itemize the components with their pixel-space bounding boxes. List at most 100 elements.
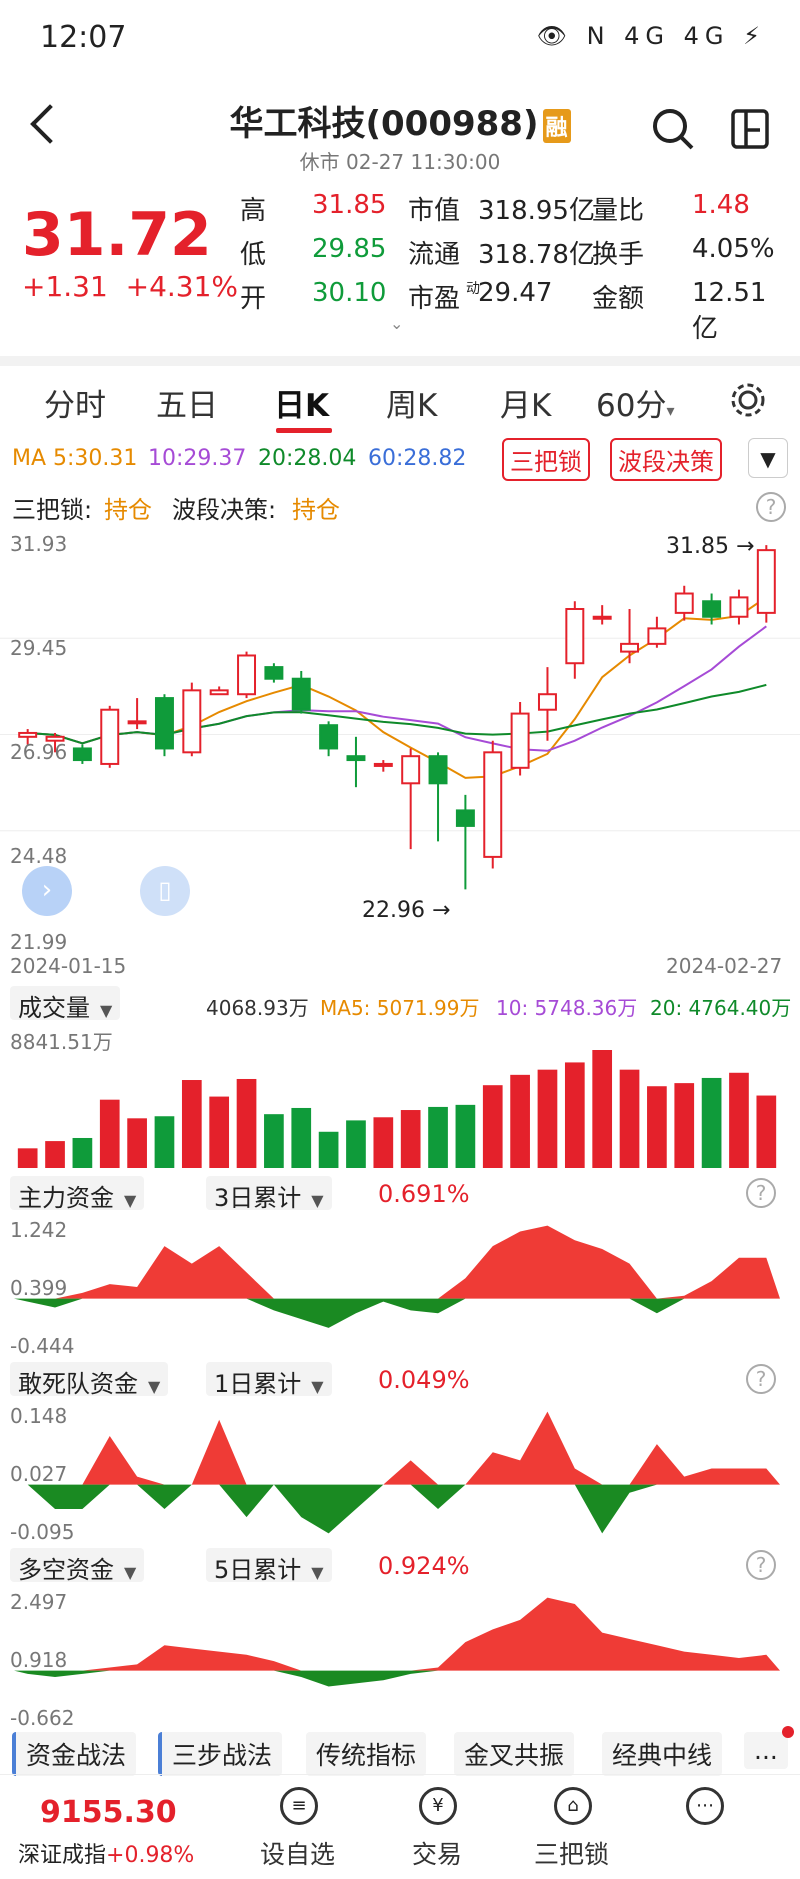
candle-body bbox=[674, 592, 694, 614]
volume-value: 4068.93万 bbox=[206, 996, 309, 1020]
quote-row: 高 31.85 市值 318.95亿 量比 1.48 bbox=[240, 190, 780, 234]
more-icon[interactable]: ⋯ bbox=[686, 1787, 724, 1825]
p1-range-selector[interactable]: 3日累计 ▼ bbox=[206, 1176, 332, 1212]
candle-body bbox=[237, 654, 257, 696]
volume-bar bbox=[619, 1069, 640, 1168]
volume-selector[interactable]: 成交量 ▼ bbox=[10, 986, 121, 1022]
p2-selector[interactable]: 敢死队资金 ▼ bbox=[10, 1362, 169, 1398]
notification-dot bbox=[782, 1726, 794, 1738]
p3-chart[interactable] bbox=[0, 1586, 800, 1732]
search-icon[interactable] bbox=[650, 106, 696, 152]
quote-l2: 市盈 bbox=[408, 284, 461, 314]
volume-bar bbox=[482, 1085, 503, 1168]
quote-v3: 12.51亿 bbox=[692, 278, 767, 344]
p1-value: 0.691% bbox=[378, 1180, 470, 1208]
volume-bar bbox=[400, 1110, 421, 1168]
three-locks-button[interactable]: 三把锁 bbox=[502, 438, 590, 481]
tab-classic-mid[interactable]: 经典中线 bbox=[602, 1732, 723, 1776]
active-tab-indicator bbox=[276, 428, 332, 433]
index-value[interactable]: 9155.30 bbox=[40, 1795, 177, 1830]
tab-traditional[interactable]: 传统指标 bbox=[306, 1732, 427, 1776]
volume-bar bbox=[701, 1077, 722, 1168]
tab-golden-cross[interactable]: 金叉共振 bbox=[454, 1732, 575, 1776]
footer-locks[interactable]: 三把锁 bbox=[534, 1840, 610, 1869]
candle-body bbox=[373, 762, 393, 767]
tab-five-day[interactable]: 五日 bbox=[156, 388, 218, 424]
candle-body bbox=[647, 627, 667, 645]
p2-y-label: 0.027 bbox=[10, 1462, 68, 1486]
expand-arrow-icon[interactable]: › bbox=[22, 866, 72, 916]
tab-weekly-k[interactable]: 周K bbox=[386, 388, 438, 424]
quote-v2: 318.78亿 bbox=[478, 240, 595, 270]
candle-body bbox=[729, 596, 749, 618]
tab-three-step[interactable]: 三步战法 bbox=[158, 1732, 283, 1776]
y-label-2: 29.45 bbox=[10, 636, 68, 660]
clock: 12:07 bbox=[40, 20, 127, 55]
volume-bar bbox=[674, 1083, 695, 1168]
y-label-3: 26.96 bbox=[10, 740, 68, 764]
p3-value: 0.924% bbox=[378, 1552, 470, 1580]
footer-trade[interactable]: 交易 bbox=[412, 1840, 463, 1869]
p1-selector[interactable]: 主力资金 ▼ bbox=[10, 1176, 145, 1212]
quote-l1: 高 bbox=[240, 196, 267, 226]
p3-y-label: -0.662 bbox=[10, 1706, 75, 1730]
candle-body bbox=[319, 724, 339, 750]
candle-body bbox=[702, 600, 722, 618]
p3-range-selector[interactable]: 5日累计 ▼ bbox=[206, 1548, 332, 1584]
volume-chart[interactable] bbox=[0, 1024, 800, 1170]
help-icon[interactable]: ? bbox=[756, 492, 786, 522]
volume-bar bbox=[455, 1104, 476, 1168]
footer-bar: 9155.30 深证成指+0.98% ≡ 设自选 ¥ 交易 ⌂ 三把锁 ⋯ bbox=[0, 1774, 800, 1879]
help-icon[interactable]: ? bbox=[746, 1364, 776, 1394]
candle-body bbox=[264, 666, 284, 680]
footer-watchlist[interactable]: 设自选 bbox=[260, 1840, 336, 1869]
outflow-area bbox=[14, 1484, 780, 1534]
volume-bar bbox=[209, 1096, 230, 1168]
settings-gear-icon[interactable] bbox=[728, 380, 768, 420]
panel-icon[interactable] bbox=[730, 108, 770, 150]
trade-icon[interactable]: ¥ bbox=[419, 1787, 457, 1825]
help-icon[interactable]: ? bbox=[746, 1550, 776, 1580]
quote-l3: 量比 bbox=[592, 196, 645, 226]
candle-body bbox=[455, 809, 475, 827]
volume-bar bbox=[756, 1095, 777, 1168]
tab-fund-strategy[interactable]: 资金战法 bbox=[12, 1732, 137, 1776]
signal-value-2: 持仓 bbox=[292, 496, 340, 524]
quote-row: 低 29.85 流通 318.78亿 换手 4.05% bbox=[240, 234, 780, 278]
p3-selector[interactable]: 多空资金 ▼ bbox=[10, 1548, 145, 1584]
tab-intraday[interactable]: 分时 bbox=[44, 388, 106, 424]
candle-body bbox=[620, 642, 640, 653]
ma5-label: MA 5:30.31 bbox=[12, 446, 138, 471]
status-bar: 12:07 👁 N 4G 4G ⚡ bbox=[0, 0, 800, 80]
candle-body bbox=[537, 693, 557, 711]
volume-header: 成交量 ▼ 4068.93万 MA5: 5071.99万 10: 5748.36万… bbox=[0, 984, 800, 1024]
volume-ma20: 20: 4764.40万 bbox=[650, 996, 792, 1020]
pe-sup: 动 bbox=[466, 281, 480, 297]
expand-chevron-icon[interactable]: ⌄ bbox=[390, 314, 404, 333]
p1-chart[interactable] bbox=[0, 1214, 800, 1360]
wave-decision-button[interactable]: 波段决策 bbox=[610, 438, 722, 481]
candlestick-chart[interactable] bbox=[0, 532, 800, 952]
locks-icon[interactable]: ⌂ bbox=[554, 1787, 592, 1825]
layout-icon[interactable]: ▯ bbox=[140, 866, 190, 916]
ma20-label: 20:28.04 bbox=[258, 446, 357, 471]
p2-chart[interactable] bbox=[0, 1400, 800, 1546]
candle-body bbox=[127, 720, 147, 725]
candle-body bbox=[756, 549, 776, 614]
quote-l3: 金额 bbox=[592, 284, 645, 314]
candle-body bbox=[401, 755, 421, 785]
p2-header: 敢死队资金 ▼ 1日累计 ▼ 0.049%? bbox=[0, 1360, 800, 1400]
tab-more[interactable]: ... bbox=[744, 1732, 788, 1769]
help-icon[interactable]: ? bbox=[746, 1178, 776, 1208]
watchlist-icon[interactable]: ≡ bbox=[280, 1787, 318, 1825]
volume-bar bbox=[17, 1148, 38, 1168]
tab-daily-k[interactable]: 日K bbox=[274, 388, 330, 424]
p2-range-selector[interactable]: 1日累计 ▼ bbox=[206, 1362, 332, 1398]
signal-label-2: 波段决策: bbox=[172, 496, 277, 524]
volume-ma5: MA5: 5071.99万 bbox=[320, 996, 480, 1020]
tab-monthly-k[interactable]: 月K bbox=[500, 388, 552, 424]
tab-60min[interactable]: 60分▾ bbox=[596, 388, 675, 424]
volume-bar bbox=[510, 1074, 530, 1168]
candle-body bbox=[100, 708, 120, 765]
dropdown-toggle-icon[interactable]: ▼ bbox=[748, 438, 788, 478]
